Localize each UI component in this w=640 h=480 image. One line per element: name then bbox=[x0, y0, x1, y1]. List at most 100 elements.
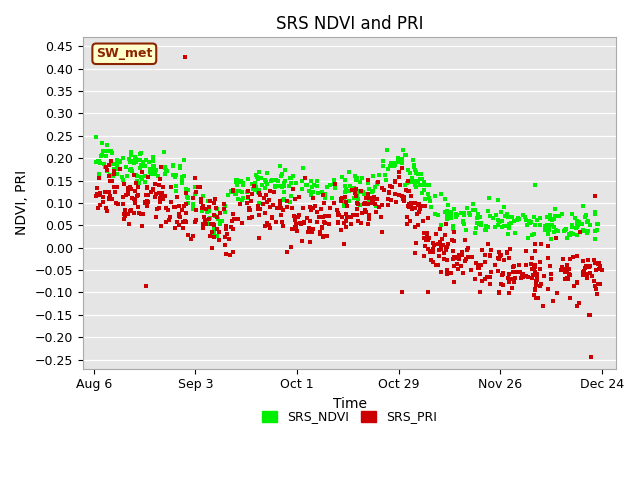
SRS_NDVI bbox=[147, 162, 157, 169]
SRS_NDVI bbox=[159, 148, 169, 156]
SRS_NDVI bbox=[483, 223, 493, 231]
SRS_PRI bbox=[193, 183, 204, 191]
SRS_PRI bbox=[390, 190, 400, 198]
SRS_PRI bbox=[584, 263, 595, 270]
SRS_PRI bbox=[564, 270, 575, 278]
SRS_NDVI bbox=[463, 209, 474, 217]
Y-axis label: NDVI, PRI: NDVI, PRI bbox=[15, 170, 29, 236]
SRS_PRI bbox=[406, 199, 416, 206]
SRS_PRI bbox=[143, 191, 153, 199]
SRS_PRI bbox=[161, 204, 171, 212]
SRS_NDVI bbox=[234, 196, 244, 204]
SRS_NDVI bbox=[135, 150, 145, 158]
SRS_PRI bbox=[178, 218, 188, 226]
SRS_PRI bbox=[275, 204, 285, 212]
SRS_PRI bbox=[552, 289, 563, 297]
SRS_PRI bbox=[442, 256, 452, 264]
SRS_PRI bbox=[495, 251, 506, 258]
SRS_NDVI bbox=[279, 195, 289, 203]
SRS_PRI bbox=[402, 220, 412, 228]
SRS_NDVI bbox=[298, 164, 308, 172]
SRS_PRI bbox=[457, 248, 467, 255]
SRS_PRI bbox=[334, 211, 344, 219]
SRS_NDVI bbox=[328, 180, 339, 188]
SRS_PRI bbox=[530, 240, 540, 248]
SRS_NDVI bbox=[550, 227, 561, 234]
SRS_PRI bbox=[191, 216, 201, 224]
SRS_PRI bbox=[220, 241, 230, 249]
SRS_PRI bbox=[494, 248, 504, 256]
SRS_NDVI bbox=[153, 172, 163, 180]
SRS_PRI bbox=[220, 233, 230, 240]
SRS_NDVI bbox=[97, 151, 107, 159]
SRS_PRI bbox=[269, 189, 279, 196]
SRS_NDVI bbox=[94, 170, 104, 178]
SRS_NDVI bbox=[111, 165, 122, 172]
SRS_PRI bbox=[485, 252, 495, 260]
SRS_NDVI bbox=[406, 175, 417, 182]
SRS_NDVI bbox=[226, 187, 236, 194]
SRS_PRI bbox=[312, 208, 322, 216]
SRS_PRI bbox=[473, 264, 483, 272]
SRS_PRI bbox=[123, 210, 133, 218]
SRS_PRI bbox=[466, 266, 476, 274]
SRS_NDVI bbox=[339, 176, 349, 183]
SRS_NDVI bbox=[122, 172, 132, 180]
SRS_NDVI bbox=[106, 147, 116, 155]
SRS_PRI bbox=[255, 205, 265, 213]
SRS_NDVI bbox=[278, 196, 288, 204]
SRS_PRI bbox=[156, 164, 166, 171]
SRS_PRI bbox=[337, 214, 348, 221]
SRS_PRI bbox=[476, 261, 486, 269]
SRS_PRI bbox=[397, 288, 408, 296]
SRS_PRI bbox=[319, 219, 330, 227]
SRS_NDVI bbox=[253, 189, 263, 196]
SRS_NDVI bbox=[132, 173, 142, 180]
SRS_NDVI bbox=[108, 172, 118, 180]
SRS_PRI bbox=[295, 219, 305, 227]
SRS_NDVI bbox=[564, 231, 575, 239]
SRS_PRI bbox=[150, 193, 161, 201]
SRS_PRI bbox=[226, 223, 236, 231]
SRS_PRI bbox=[480, 251, 490, 259]
SRS_NDVI bbox=[247, 190, 257, 197]
SRS_NDVI bbox=[412, 168, 422, 176]
SRS_NDVI bbox=[540, 227, 550, 234]
SRS_NDVI bbox=[480, 227, 490, 234]
SRS_NDVI bbox=[573, 221, 584, 229]
SRS_NDVI bbox=[408, 163, 419, 171]
SRS_PRI bbox=[568, 253, 579, 261]
SRS_PRI bbox=[93, 174, 104, 181]
SRS_PRI bbox=[350, 190, 360, 197]
SRS_PRI bbox=[318, 191, 328, 199]
SRS_NDVI bbox=[460, 209, 470, 217]
SRS_PRI bbox=[287, 226, 298, 233]
SRS_NDVI bbox=[205, 214, 215, 222]
SRS_PRI bbox=[197, 204, 207, 212]
SRS_PRI bbox=[449, 238, 459, 245]
SRS_PRI bbox=[339, 240, 349, 248]
SRS_PRI bbox=[396, 181, 406, 189]
SRS_PRI bbox=[440, 245, 451, 253]
SRS_PRI bbox=[561, 266, 572, 274]
SRS_NDVI bbox=[136, 161, 146, 169]
SRS_NDVI bbox=[129, 159, 139, 167]
SRS_NDVI bbox=[100, 163, 111, 170]
SRS_PRI bbox=[436, 268, 446, 276]
SRS_NDVI bbox=[485, 212, 495, 219]
SRS_PRI bbox=[141, 183, 152, 191]
SRS_NDVI bbox=[408, 178, 418, 186]
SRS_PRI bbox=[476, 262, 486, 269]
SRS_PRI bbox=[105, 192, 115, 200]
SRS_NDVI bbox=[472, 210, 483, 218]
SRS_NDVI bbox=[337, 173, 348, 180]
SRS_PRI bbox=[402, 214, 412, 221]
SRS_PRI bbox=[564, 271, 575, 278]
SRS_NDVI bbox=[160, 163, 170, 170]
SRS_PRI bbox=[394, 191, 404, 198]
SRS_PRI bbox=[268, 214, 278, 222]
SRS_PRI bbox=[335, 195, 346, 203]
SRS_PRI bbox=[499, 256, 509, 264]
SRS_PRI bbox=[557, 264, 567, 271]
SRS_NDVI bbox=[541, 225, 551, 233]
